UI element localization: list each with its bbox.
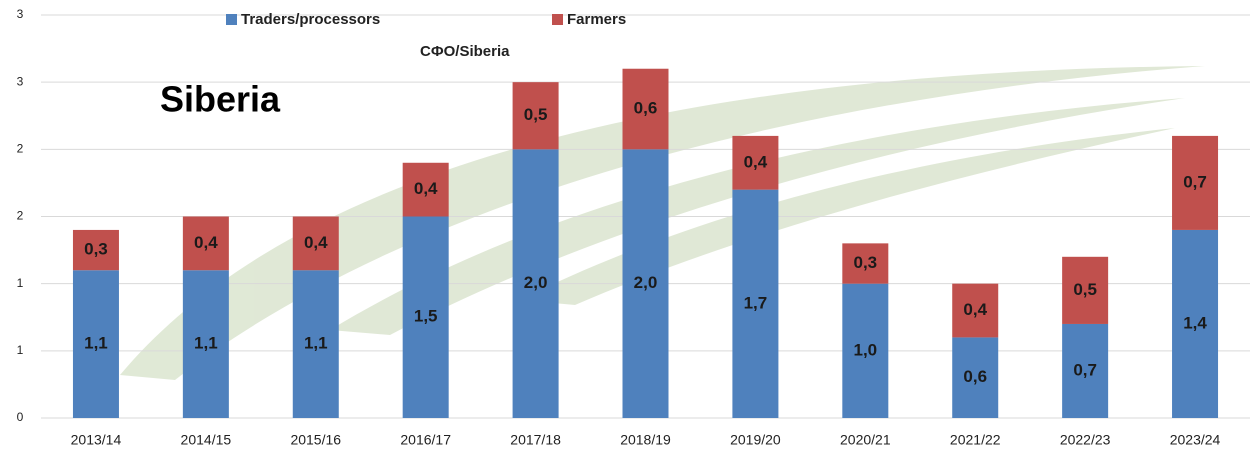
y-tick-label: 2 bbox=[17, 142, 24, 156]
value-label: 0,3 bbox=[84, 240, 108, 259]
x-tick-label: 2020/21 bbox=[840, 432, 891, 448]
value-label: 0,4 bbox=[194, 233, 218, 252]
legend-swatch bbox=[226, 14, 237, 25]
y-tick-label: 2 bbox=[17, 209, 24, 223]
value-label: 0,5 bbox=[524, 105, 548, 124]
x-tick-label: 2016/17 bbox=[400, 432, 451, 448]
x-tick-label: 2021/22 bbox=[950, 432, 1001, 448]
value-label: 2,0 bbox=[524, 273, 548, 292]
legend: Traders/processors Farmers bbox=[226, 11, 626, 28]
x-tick-label: 2023/24 bbox=[1170, 432, 1221, 448]
x-tick-label: 2022/23 bbox=[1060, 432, 1111, 448]
x-tick-label: 2018/19 bbox=[620, 432, 671, 448]
value-label: 0,7 bbox=[1183, 172, 1207, 191]
value-label: 1,0 bbox=[853, 340, 877, 359]
value-label: 0,4 bbox=[744, 152, 768, 171]
x-tick-label: 2019/20 bbox=[730, 432, 781, 448]
y-tick-label: 3 bbox=[17, 7, 24, 21]
legend-label: Farmers bbox=[567, 11, 626, 28]
value-label: 2,0 bbox=[634, 273, 658, 292]
chart: 0 1 1 2 2 3 3 2013/14 1,1 0,3 2014/15 1,1 0,4 2015/1… bbox=[0, 0, 1254, 454]
value-label: 0,4 bbox=[414, 179, 438, 198]
value-label: 0,4 bbox=[304, 233, 328, 252]
bars: 2013/14 1,1 0,3 2014/15 1,1 0,4 2015/16 1,1 0,4 2… bbox=[71, 69, 1221, 448]
annotation: Siberia bbox=[160, 79, 281, 120]
x-tick-label: 2015/16 bbox=[290, 432, 341, 448]
value-label: 1,1 bbox=[304, 334, 328, 353]
legend-swatch bbox=[552, 14, 563, 25]
chart-title: СФО/Siberia bbox=[420, 43, 510, 60]
value-label: 1,5 bbox=[414, 307, 438, 326]
legend-label: Traders/processors bbox=[241, 11, 380, 28]
y-tick-label: 1 bbox=[17, 343, 24, 357]
x-tick-label: 2014/15 bbox=[181, 432, 232, 448]
value-label: 1,7 bbox=[744, 293, 768, 312]
value-label: 0,6 bbox=[634, 99, 658, 118]
y-tick-label: 1 bbox=[17, 276, 24, 290]
value-label: 0,7 bbox=[1073, 360, 1097, 379]
x-tick-label: 2013/14 bbox=[71, 432, 122, 448]
value-label: 1,1 bbox=[194, 334, 218, 353]
y-tick-label: 3 bbox=[17, 74, 24, 88]
value-label: 0,3 bbox=[853, 253, 877, 272]
page: 0 1 1 2 2 3 3 2013/14 1,1 0,3 2014/15 1,1 0,4 2015/1… bbox=[0, 0, 1254, 454]
value-label: 1,4 bbox=[1183, 313, 1207, 332]
value-label: 0,6 bbox=[963, 367, 987, 386]
value-label: 0,5 bbox=[1073, 280, 1097, 299]
x-tick-label: 2017/18 bbox=[510, 432, 561, 448]
y-tick-label: 0 bbox=[17, 410, 24, 424]
value-label: 1,1 bbox=[84, 334, 108, 353]
value-label: 0,4 bbox=[963, 300, 987, 319]
